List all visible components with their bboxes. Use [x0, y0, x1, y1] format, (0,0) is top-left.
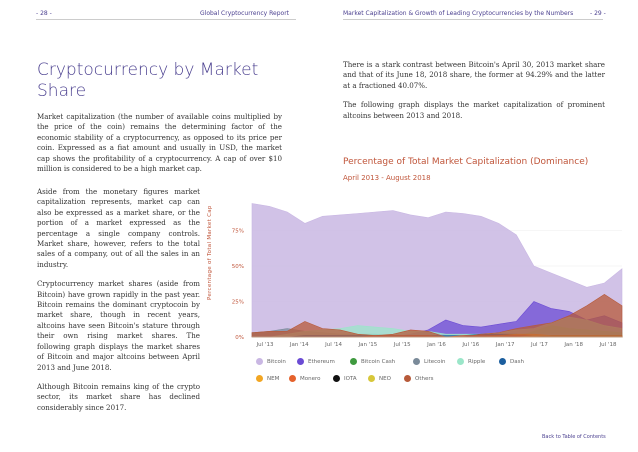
legend-label: Ethereum [308, 358, 335, 365]
x-tick-label: Jan '16 [426, 342, 446, 348]
legend-label: Bitcoin [267, 358, 286, 365]
x-tick-label: Jan '17 [495, 342, 515, 348]
legend-swatch [297, 358, 304, 365]
legend-item-bitcoin: Bitcoin [256, 358, 286, 365]
x-tick-label: Jul '14 [324, 342, 342, 348]
legend-item-ethereum: Ethereum [297, 358, 335, 365]
legend-item-iota: IOTA [333, 375, 357, 382]
legend-label: NEO [379, 375, 391, 382]
legend-item-neo: NEO [368, 375, 391, 382]
legend-label: Others [415, 375, 434, 382]
y-tick-label: 25% [232, 300, 244, 306]
x-tick-label: Jan '15 [358, 342, 378, 348]
legend-swatch [404, 375, 411, 382]
x-tick-label: Jul '17 [530, 342, 548, 348]
legend-label: IOTA [344, 375, 357, 382]
altcoin-growth-paragraph: Cryptocurrency market shares (aside from… [37, 279, 200, 372]
legend-label: Monero [300, 375, 321, 382]
y-tick-label: 0% [235, 335, 244, 341]
x-tick-label: Jul '15 [393, 342, 411, 348]
contrast-paragraph: There is a stark contrast between Bitcoi… [343, 60, 605, 90]
left-header-rule [36, 19, 296, 20]
x-tick-label: Jul '13 [256, 342, 274, 348]
page-title: Cryptocurrency by Market Share [37, 60, 259, 101]
back-to-toc-link[interactable]: Back to Table of Contents [542, 434, 606, 440]
legend-swatch [333, 375, 340, 382]
graph-intro-paragraph: The following graph displays the market … [343, 100, 605, 120]
right-header-title: Market Capitalization & Growth of Leadin… [343, 10, 574, 17]
legend-item-nem: NEM [256, 375, 279, 382]
x-tick-label: Jul '18 [599, 342, 617, 348]
legend-swatch [350, 358, 357, 365]
legend-swatch [457, 358, 464, 365]
bitcoin-king-paragraph: Although Bitcoin remains king of the cry… [37, 381, 200, 412]
legend-swatch [413, 358, 420, 365]
x-tick-label: Jan '14 [289, 342, 309, 348]
y-tick-label: 50% [232, 264, 244, 270]
left-header-title: Global Cryptocurrency Report [200, 10, 290, 17]
left-column-body: Aside from the monetary figures market c… [37, 187, 200, 422]
market-share-paragraph: Aside from the monetary figures market c… [37, 187, 200, 269]
intro-paragraph: Market capitalization (the number of ava… [37, 112, 282, 174]
x-tick-label: Jan '18 [563, 342, 583, 348]
legend-item-dash: Dash [499, 358, 524, 365]
legend-label: Dash [510, 358, 524, 365]
legend-label: Ripple [468, 358, 486, 365]
area-series-bitcoin [251, 203, 623, 338]
legend-label: Litecoin [424, 358, 446, 365]
legend-label: Bitcoin Cash [361, 358, 396, 365]
chart-title: Percentage of Total Market Capitalizatio… [343, 157, 589, 167]
legend-swatch [256, 375, 263, 382]
legend-item-ripple: Ripple [457, 358, 485, 365]
legend-item-monero: Monero [289, 375, 321, 382]
legend-item-litecoin: Litecoin [413, 358, 446, 365]
left-page-number: - 28 - [36, 10, 52, 17]
right-header-rule [343, 19, 603, 20]
legend-swatch [368, 375, 375, 382]
chart-subtitle: April 2013 - August 2018 [343, 174, 431, 182]
y-tick-label: 75% [232, 229, 244, 235]
legend-swatch [256, 358, 263, 365]
right-column-body: There is a stark contrast between Bitcoi… [343, 60, 605, 130]
right-page-number: - 29 - [590, 10, 606, 17]
legend-swatch [289, 375, 296, 382]
x-tick-label: Jul '16 [461, 342, 479, 348]
legend-label: NEM [267, 375, 280, 382]
legend-item-others: Others [404, 375, 433, 382]
legend-swatch [499, 358, 506, 365]
legend-item-bitcoin-cash: Bitcoin Cash [350, 358, 395, 365]
